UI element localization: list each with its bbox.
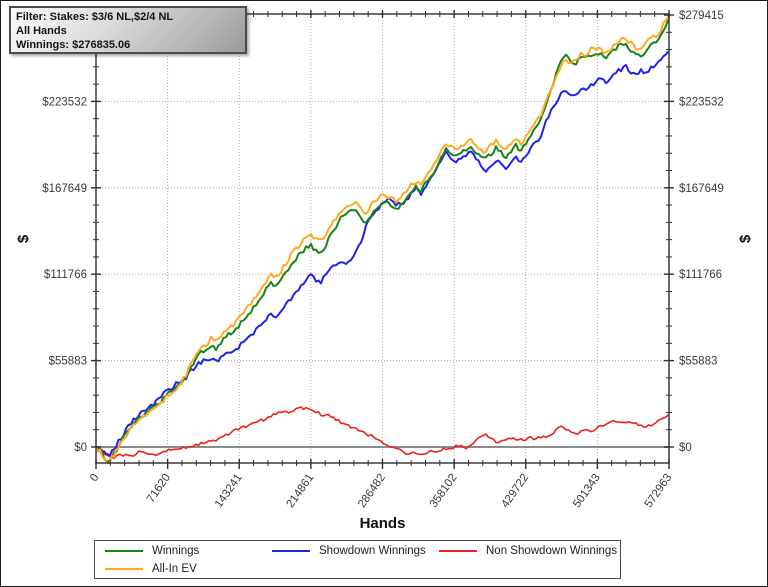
x-tick-label: 71620 [145,472,173,505]
legend-label: Showdown Winnings [319,544,426,557]
x-tick-label: 286482 [356,472,388,510]
y-tick-label-right: $55883 [679,356,717,368]
legend-line-swatch [105,567,143,570]
legend-item-winnings: Winnings [105,542,272,559]
x-tick-label: 501343 [571,472,603,510]
x-tick-label: 143241 [213,472,245,510]
legend-item-showdown-winnings: Showdown Winnings [272,542,439,559]
legend-item-all-in-ev: All-In EV [105,560,272,577]
y-tick-label-left: $223532 [42,96,87,108]
y-tick-label-left: $55883 [49,356,87,368]
series-all-in-ev-line [95,14,670,464]
y-tick-label-right: $167649 [679,183,724,195]
y-tick-label-right: $111766 [679,269,722,281]
filter-info-box: Filter: Stakes: $3/6 NL,$2/4 NL All Hand… [9,6,247,54]
y-tick-label-left: $0 [74,442,87,454]
filter-winnings-text: Winnings: $276835.06 [16,39,131,51]
x-tick-label: 572963 [643,472,675,510]
legend-label: Non Showdown Winnings [486,544,618,557]
x-tick-label: 429722 [499,472,531,510]
legend-label: All-In EV [152,562,197,575]
x-tick-label: 358102 [428,472,460,510]
filter-stakes-text: Filter: Stakes: $3/6 NL,$2/4 NL [16,11,174,23]
legend-label: Winnings [152,544,200,557]
x-tick-label: 0 [88,472,102,484]
y-tick-label-right: $279415 [679,10,724,22]
x-tick-label: 214861 [284,472,316,510]
legend-line-swatch [439,549,477,552]
y-tick-label-right: $223532 [679,96,724,108]
y-tick-label-right: $0 [679,442,692,454]
chart-legend: Winnings Showdown Winnings Non Showdown Wi… [94,540,621,579]
y-axis-title-left: $ [15,234,32,244]
legend-line-swatch [272,549,310,552]
y-tick-label-left: $167649 [42,183,87,195]
x-axis-title: Hands [359,515,406,532]
series-non-showdown-winnings-line [95,406,670,460]
legend-item-non-showdown-winnings: Non Showdown Winnings [439,542,620,559]
filter-hands-text: All Hands [16,25,67,37]
y-tick-label-left: $111766 [44,269,87,281]
y-axis-title-right: $ [737,234,754,244]
legend-line-swatch [105,549,143,552]
